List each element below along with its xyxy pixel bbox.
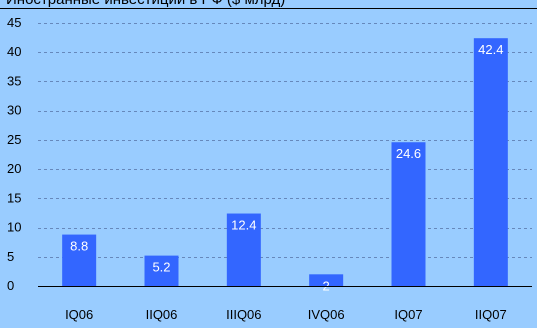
data-label-IQ07: 24.6 [396,146,421,161]
bar-IQ06 [62,234,97,286]
y-tick-label-35: 35 [7,73,21,88]
y-tick-label-25: 25 [7,132,21,147]
chart-title: Иностранные инвестиции в РФ ($ млрд) [6,0,285,8]
x-tick-label-IQ07: IQ07 [394,307,422,322]
y-tick-label-30: 30 [7,103,21,118]
x-tick-label-IIQ06: IIQ06 [146,307,178,322]
bar-IIIQ06 [226,213,261,286]
y-tick-label-5: 5 [7,249,14,264]
data-label-IQ06: 8.8 [70,239,88,254]
y-tick-label-45: 45 [7,15,21,30]
bar-IIQ07 [473,38,508,287]
bar-IQ07 [391,142,426,286]
bars [62,38,508,287]
y-tick-label-20: 20 [7,161,21,176]
x-axis-tick-labels: IQ06 IIQ06 IIIQ06 IVQ06 IQ07 IIQ07 [65,307,507,322]
bar-IVQ06 [309,274,344,286]
y-tick-label-10: 10 [7,220,21,235]
data-label-IIQ07: 42.4 [478,42,503,57]
bar-IIQ06 [144,255,179,286]
x-tick-label-IIQ07: IIQ07 [475,307,507,322]
x-tick-label-IVQ06: IVQ06 [308,307,345,322]
x-tick-label-IIIQ06: IIIQ06 [226,307,261,322]
y-tick-label-15: 15 [7,190,21,205]
y-axis-tick-labels: 0 5 10 15 20 25 30 35 40 45 [7,15,21,293]
y-tick-label-40: 40 [7,44,21,59]
data-label-IIIQ06: 12.4 [231,218,256,233]
y-tick-label-0: 0 [7,278,14,293]
data-label-IVQ06: 2 [323,278,330,293]
x-tick-label-IQ06: IQ06 [65,307,93,322]
bar-data-labels: 8.8 5.2 12.4 2 24.6 42.4 [70,42,503,293]
data-label-IIQ06: 5.2 [152,260,170,275]
grid-lines [38,23,532,258]
